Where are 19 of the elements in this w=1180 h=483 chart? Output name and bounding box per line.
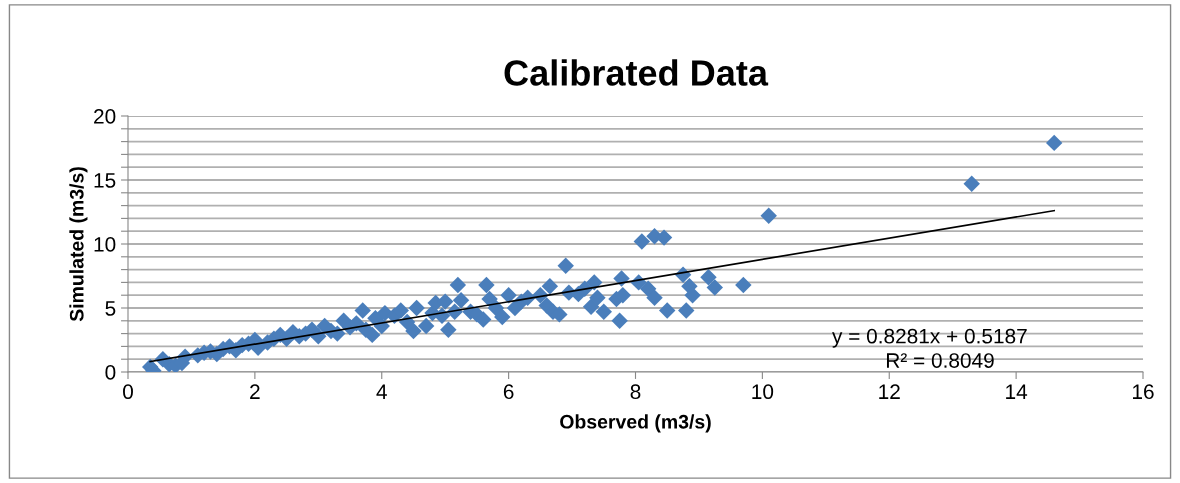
y-tick-label: 0 <box>105 365 116 380</box>
x-tick-label: 2 <box>250 384 260 399</box>
y-tick-label: 15 <box>94 173 116 188</box>
x-tick-label: 10 <box>752 384 774 400</box>
x-tick-label: 8 <box>630 384 641 400</box>
y-tick-label: 5 <box>105 301 116 316</box>
y-tick-label: 10 <box>94 237 116 252</box>
annotation: R² = 0.8049 <box>886 353 994 368</box>
x-tick-label: 14 <box>1006 384 1028 399</box>
y-axis-title: Simulated (m3/s) <box>69 167 88 322</box>
x-axis-title: Observed (m3/s) <box>560 414 711 433</box>
annotation: y = 0.8281x + 0.5187 <box>832 328 1027 348</box>
x-tick-label: 4 <box>376 384 387 399</box>
x-tick-label: 0 <box>123 384 133 400</box>
y-tick-label: 20 <box>94 109 116 124</box>
x-tick-label: 16 <box>1133 384 1154 400</box>
x-tick-label: 12 <box>879 384 900 399</box>
x-tick-label: 6 <box>503 384 514 400</box>
chart-title: Calibrated Data <box>504 59 769 86</box>
